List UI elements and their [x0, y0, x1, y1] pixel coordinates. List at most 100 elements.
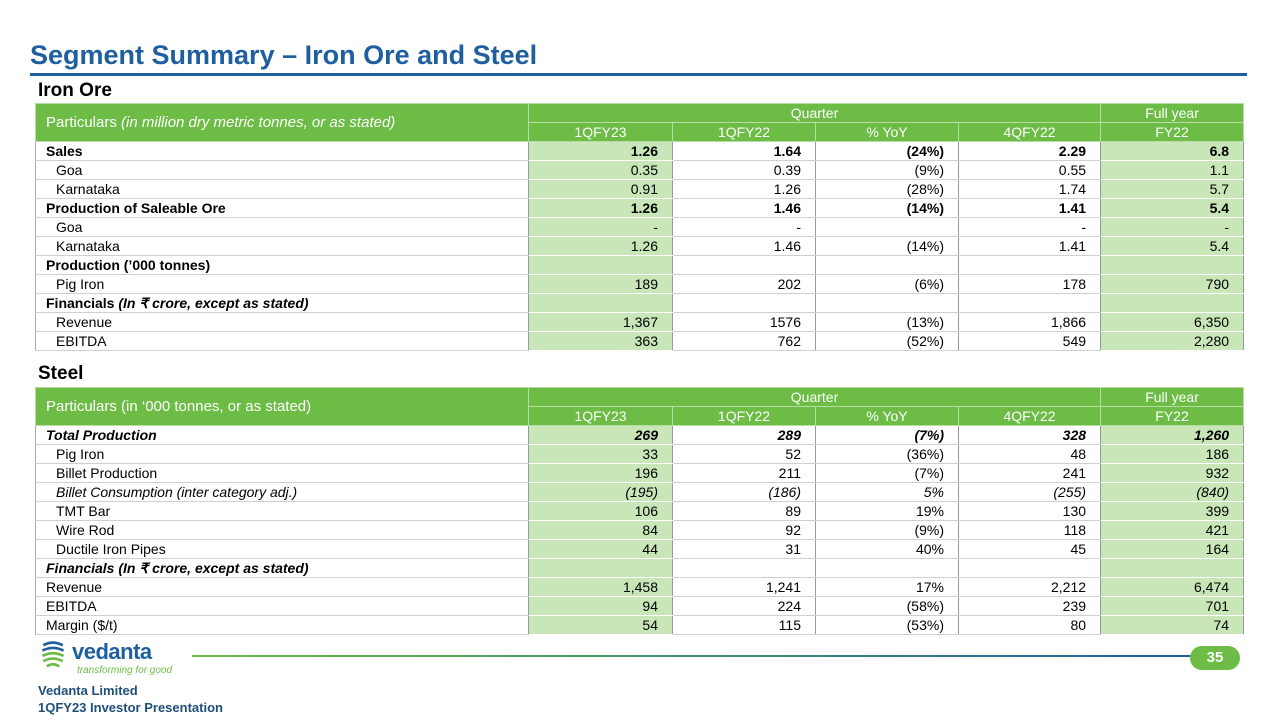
- cell--yoy: 17%: [815, 577, 959, 597]
- cell-fy22: 399: [1100, 501, 1245, 521]
- cell-fy22: 164: [1100, 539, 1245, 559]
- steel-table: Particulars (in ‘000 tonnes, or as state…: [35, 387, 1245, 635]
- column-header: 4QFY22: [957, 122, 1102, 142]
- row-label-text: Revenue: [56, 314, 113, 330]
- cell--yoy: (52%): [815, 331, 959, 351]
- column-header: % YoY: [815, 406, 959, 426]
- cell-1qfy23: 84: [528, 520, 673, 540]
- cell-4qfy22: 1.41: [958, 236, 1102, 256]
- row-label-text: Goa: [56, 219, 83, 235]
- row-label: Revenue: [35, 577, 529, 597]
- row-label: Goa: [35, 217, 529, 237]
- cell-1qfy23: 44: [528, 539, 673, 559]
- cell-fy22: 5.7: [1100, 179, 1245, 199]
- cell-1qfy23: [528, 558, 673, 578]
- cell--yoy: (9%): [815, 160, 959, 180]
- cell-1qfy22: 52: [672, 444, 816, 464]
- cell-4qfy22: 118: [958, 520, 1102, 540]
- row-label-text: Billet Production: [56, 465, 158, 481]
- table-row: EBITDA 363 762 (52%) 549 2,280: [35, 331, 1245, 351]
- vedanta-logo: vedanta: [38, 639, 152, 668]
- row-label-unit: (In ₹ crore, except as stated): [114, 295, 309, 311]
- cell--yoy: (53%): [815, 615, 959, 635]
- cell-fy22: 5.4: [1100, 198, 1245, 218]
- row-label-text: Production of Saleable Ore: [46, 200, 226, 216]
- row-label: Production (’000 tonnes): [35, 255, 529, 275]
- cell-1qfy23: 363: [528, 331, 673, 351]
- row-label: Production of Saleable Ore: [35, 198, 529, 218]
- quarter-header: Quarter: [527, 387, 1102, 407]
- header-row: Particulars (in ‘000 tonnes, or as state…: [35, 387, 1245, 426]
- column-header-row: 1QFY23 1QFY22% YoY 4QFY22 FY22: [36, 406, 1245, 426]
- cell-1qfy22: 1,241: [672, 577, 816, 597]
- cell-4qfy22: 239: [958, 596, 1102, 616]
- cell-4qfy22: -: [958, 217, 1102, 237]
- cell--yoy: 19%: [815, 501, 959, 521]
- row-label: Billet Production: [35, 463, 529, 483]
- company-name: Vedanta Limited: [38, 683, 138, 698]
- row-label: Sales: [35, 141, 529, 161]
- cell-1qfy22: 211: [672, 463, 816, 483]
- cell-4qfy22: 45: [958, 539, 1102, 559]
- cell-fy22: 421: [1100, 520, 1245, 540]
- cell--yoy: 5%: [815, 482, 959, 502]
- cell--yoy: [815, 217, 959, 237]
- cell-4qfy22: 241: [958, 463, 1102, 483]
- table-row: Production (’000 tonnes): [35, 255, 1245, 275]
- logo-wordmark: vedanta: [72, 639, 152, 664]
- row-label: Wire Rod: [35, 520, 529, 540]
- cell-4qfy22: 1,866: [958, 312, 1102, 332]
- cell-fy22: [1100, 293, 1245, 313]
- table-row: Karnataka 0.91 1.26 (28%) 1.74 5.7: [35, 179, 1245, 199]
- page-number: 35: [1190, 646, 1240, 670]
- cell-fy22: 6,474: [1100, 577, 1245, 597]
- iron-ore-table: Particulars (in million dry metric tonne…: [35, 103, 1245, 351]
- quarter-header: Quarter: [527, 103, 1102, 123]
- row-label-text: Karnataka: [56, 181, 120, 197]
- cell-4qfy22: 48: [958, 444, 1102, 464]
- cell-fy22: (840): [1100, 482, 1245, 502]
- cell--yoy: (36%): [815, 444, 959, 464]
- cell-fy22: 186: [1100, 444, 1245, 464]
- column-header: 1QFY22: [672, 406, 816, 426]
- row-label: EBITDA: [35, 331, 529, 351]
- cell-1qfy22: 0.39: [672, 160, 816, 180]
- cell-1qfy22: 289: [672, 425, 816, 445]
- cell-fy22: 1,260: [1100, 425, 1245, 445]
- cell-1qfy23: 1.26: [528, 198, 673, 218]
- full-year-header: Full year: [1100, 387, 1245, 407]
- cell-1qfy22: 1576: [672, 312, 816, 332]
- cell--yoy: (58%): [815, 596, 959, 616]
- table-row: TMT Bar 106 89 19% 130 399: [35, 501, 1245, 521]
- cell-fy22: [1100, 255, 1245, 275]
- cell-fy22: 6.8: [1100, 141, 1245, 161]
- cell-4qfy22: [958, 255, 1102, 275]
- table-row: Sales 1.26 1.64 (24%) 2.29 6.8: [35, 141, 1245, 161]
- page-title: Segment Summary – Iron Ore and Steel: [30, 40, 538, 70]
- row-label: Revenue: [35, 312, 529, 332]
- cell-4qfy22: 178: [958, 274, 1102, 294]
- table-row: Financials (In ₹ crore, except as stated…: [35, 293, 1245, 313]
- particulars-label: Particulars (in ‘000 tonnes, or as state…: [46, 397, 312, 415]
- row-label: Total Production: [35, 425, 529, 445]
- logo-tagline: transforming for good: [77, 665, 173, 676]
- cell-1qfy23: (195): [528, 482, 673, 502]
- row-label: Pig Iron: [35, 274, 529, 294]
- row-label: EBITDA: [35, 596, 529, 616]
- cell-1qfy23: 54: [528, 615, 673, 635]
- row-label: Karnataka: [35, 179, 529, 199]
- cell-1qfy22: 115: [672, 615, 816, 635]
- cell-4qfy22: 1.74: [958, 179, 1102, 199]
- column-header: 1QFY23: [528, 122, 673, 142]
- cell-1qfy23: [528, 255, 673, 275]
- cell-fy22: 5.4: [1100, 236, 1245, 256]
- cell-4qfy22: [958, 293, 1102, 313]
- cell--yoy: (7%): [815, 463, 959, 483]
- cell-1qfy23: [528, 293, 673, 313]
- row-label: Karnataka: [35, 236, 529, 256]
- column-header: % YoY: [815, 122, 959, 142]
- cell--yoy: 40%: [815, 539, 959, 559]
- row-label-text: Ductile Iron Pipes: [56, 541, 166, 557]
- row-label-text: EBITDA: [56, 333, 107, 349]
- cell-1qfy23: 1.26: [528, 141, 673, 161]
